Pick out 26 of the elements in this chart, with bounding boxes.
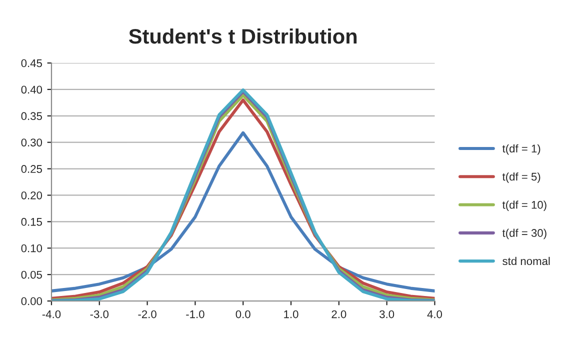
x-tick-label: 1.0 bbox=[284, 310, 298, 318]
legend-label: t(df = 5) bbox=[502, 172, 540, 183]
y-tick-label: 0.00 bbox=[21, 297, 42, 306]
y-tick-label: 0.35 bbox=[21, 112, 42, 120]
chart-title: Student's t Distribution bbox=[128, 28, 357, 44]
x-tick-label: 3.0 bbox=[380, 310, 394, 318]
legend-label: t(df = 1) bbox=[502, 144, 540, 155]
x-tick-label: 0.0 bbox=[236, 310, 250, 318]
legend-label: t(df = 30) bbox=[502, 228, 546, 240]
x-tick-label: -2.0 bbox=[138, 310, 156, 318]
legend-label: t(df = 10) bbox=[502, 200, 546, 211]
y-tick-label: 0.10 bbox=[21, 244, 42, 252]
y-tick-label: 0.40 bbox=[21, 86, 42, 94]
x-tick-label: -4.0 bbox=[42, 310, 61, 318]
y-tick-label: 0.45 bbox=[21, 59, 42, 68]
x-tick-label: -1.0 bbox=[186, 310, 204, 318]
y-tick-label: 0.30 bbox=[21, 138, 42, 146]
y-tick-label: 0.05 bbox=[21, 270, 42, 279]
legend-label: std nomal bbox=[502, 256, 550, 266]
x-tick-label: -3.0 bbox=[90, 310, 109, 318]
x-tick-label: 4.0 bbox=[427, 310, 442, 318]
y-tick-label: 0.25 bbox=[21, 165, 42, 173]
line-series bbox=[51, 131, 435, 292]
y-tick-label: 0.20 bbox=[21, 191, 42, 200]
x-tick-label: 2.0 bbox=[332, 310, 346, 318]
y-tick-label: 0.15 bbox=[21, 218, 42, 226]
